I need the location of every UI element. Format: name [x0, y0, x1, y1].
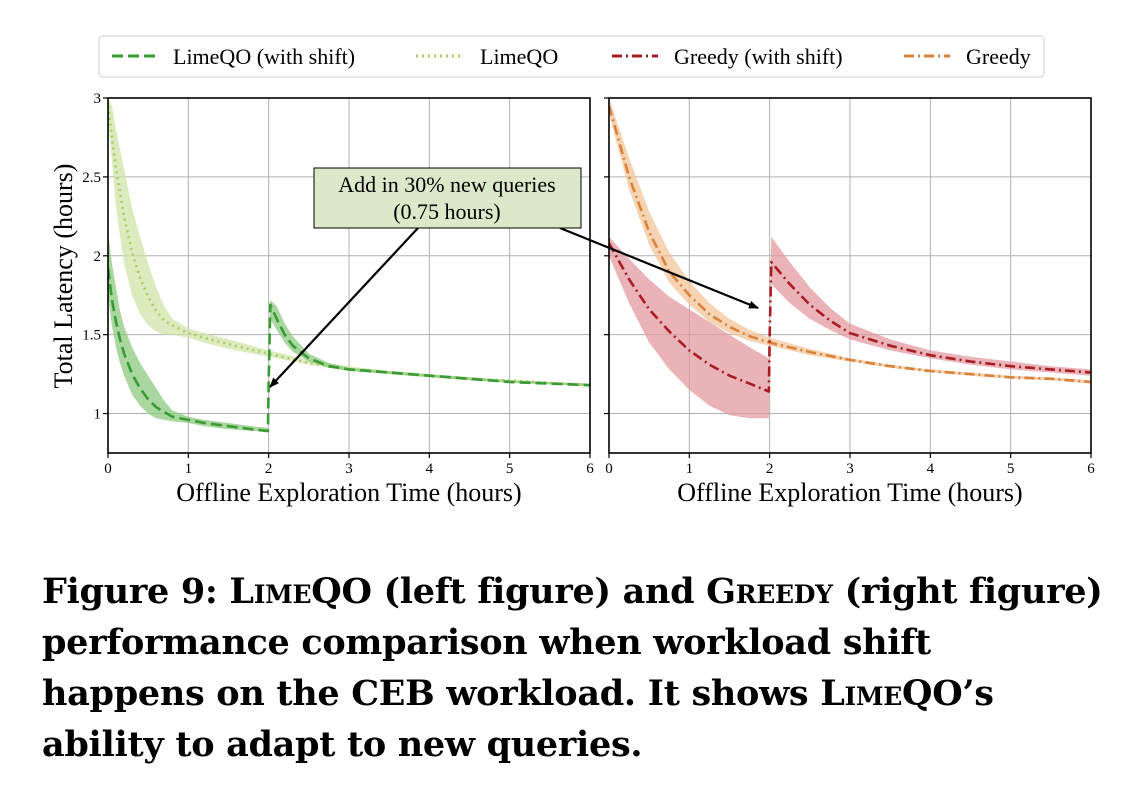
figure-caption: Figure 9: LimeQO (left figure) and Greed… — [42, 566, 1104, 770]
left-x-tick-label: 0 — [104, 461, 112, 477]
left-x-tick-label: 3 — [345, 461, 353, 477]
right-line-greedy-with-shift — [609, 242, 1091, 393]
left-line-limeqo-with-shift — [108, 268, 590, 433]
caption-name-3: LimeQO — [820, 673, 963, 714]
caption-part-3: (right figure) performance comparison wh… — [42, 571, 1103, 714]
legend-label-greedy: Greedy — [966, 44, 1031, 69]
right-band-greedy-with-shift — [609, 236, 1091, 419]
right-panel: 0 1 2 3 4 5 6 — [604, 97, 1095, 477]
annotation-line-2: (0.75 hours) — [393, 199, 501, 224]
annotation-box — [313, 167, 582, 229]
right-x-tick-label: 1 — [686, 461, 694, 477]
legend: LimeQO (with shift) LimeQO Greedy (with … — [98, 35, 1045, 78]
right-x-tick-label: 2 — [766, 461, 774, 477]
left-panel: 0 1 2 3 4 5 6 1 1.5 2 2.5 3 — [82, 91, 594, 477]
caption-name-1: LimeQO — [229, 571, 372, 612]
left-y-tick-label: 2 — [94, 249, 102, 265]
caption-part-1: Figure 9: — [42, 571, 230, 612]
legend-label-greedy-shift: Greedy (with shift) — [674, 44, 843, 69]
left-x-tick-label: 5 — [506, 461, 514, 477]
legend-label-limeqo: LimeQO — [480, 44, 558, 69]
right-x-tick-label: 5 — [1007, 461, 1015, 477]
left-x-tick-label: 6 — [586, 461, 594, 477]
figure-svg: LimeQO (with shift) LimeQO Greedy (with … — [49, 35, 1095, 507]
left-y-tick-label: 2.5 — [82, 170, 101, 186]
right-line-greedy — [609, 105, 1091, 384]
right-x-tick-label: 4 — [927, 461, 935, 477]
left-x-axis-label: Offline Exploration Time (hours) — [176, 478, 521, 507]
caption-part-4: ’s ability to adapt to new queries. — [42, 673, 994, 765]
left-y-tick-label: 1 — [94, 407, 102, 423]
annotation-line-1: Add in 30% new queries — [338, 172, 556, 197]
y-axis-label: Total Latency (hours) — [49, 164, 78, 389]
right-x-tick-label: 3 — [846, 461, 854, 477]
caption-name-2: Greedy — [706, 571, 833, 612]
annotation-arrow-right — [559, 226, 759, 310]
right-x-tick-label: 6 — [1087, 461, 1095, 477]
right-x-tick-label: 0 — [605, 461, 613, 477]
caption-part-2: (left figure) and — [371, 571, 707, 612]
annotation-arrow-left — [269, 227, 419, 388]
annotation: Add in 30% new queries (0.75 hours) — [269, 167, 759, 388]
left-x-tick-label: 1 — [185, 461, 193, 477]
left-x-tick-label: 2 — [265, 461, 273, 477]
left-x-tick-label: 4 — [426, 461, 434, 477]
legend-label-limeqo-shift: LimeQO (with shift) — [173, 44, 355, 69]
left-y-tick-label: 3 — [94, 91, 102, 107]
left-band-limeqo-with-shift — [108, 232, 590, 433]
left-y-tick-label: 1.5 — [82, 328, 101, 344]
right-x-axis-label: Offline Exploration Time (hours) — [677, 478, 1022, 507]
legend-frame — [98, 35, 1045, 78]
